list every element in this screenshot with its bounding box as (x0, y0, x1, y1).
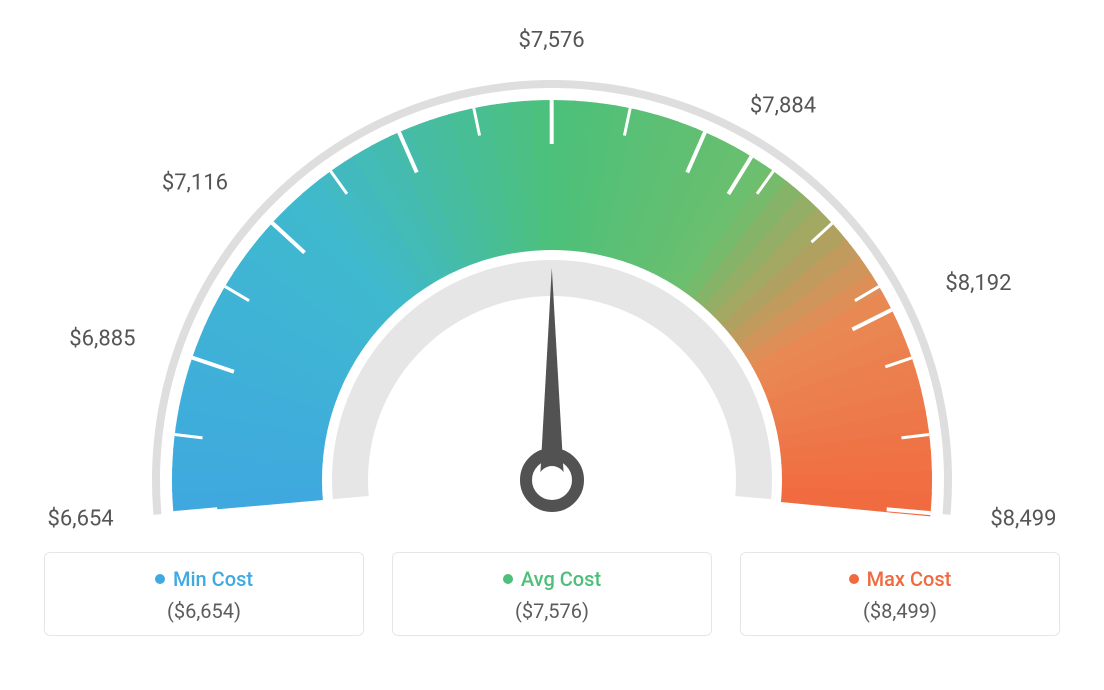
gauge-container: $6,654 $6,885 $7,116 $7,576 $7,884 $8,192 $8,4… (0, 0, 1104, 656)
gauge-tick-label: $7,884 (750, 94, 816, 119)
gauge-tick-label: $7,576 (519, 28, 585, 53)
max-cost-card: Max Cost ($8,499) (740, 552, 1060, 636)
cost-cards: Min Cost ($6,654) Avg Cost ($7,576) Max … (40, 552, 1064, 636)
max-cost-label: Max Cost (849, 567, 952, 591)
avg-dot-icon (503, 574, 513, 584)
gauge-tick-label: $8,192 (945, 271, 1011, 296)
gauge-needle-hub-inner (538, 466, 566, 494)
avg-cost-label: Avg Cost (503, 567, 601, 591)
min-cost-card: Min Cost ($6,654) (44, 552, 364, 636)
min-dot-icon (155, 574, 165, 584)
avg-cost-value: ($7,576) (411, 599, 693, 623)
max-dot-icon (849, 574, 859, 584)
min-cost-label: Min Cost (155, 567, 253, 591)
gauge-tick-label: $7,116 (162, 170, 228, 195)
min-label-text: Min Cost (173, 567, 253, 591)
gauge-tick-label: $8,499 (990, 506, 1056, 531)
gauge-tick-label: $6,654 (48, 506, 114, 531)
max-label-text: Max Cost (867, 567, 952, 591)
gauge-chart: $6,654 $6,885 $7,116 $7,576 $7,884 $8,192 $8,4… (40, 20, 1064, 540)
max-cost-value: ($8,499) (759, 599, 1041, 623)
gauge-tick-label: $6,885 (69, 326, 135, 351)
avg-label-text: Avg Cost (521, 567, 601, 591)
avg-cost-card: Avg Cost ($7,576) (392, 552, 712, 636)
min-cost-value: ($6,654) (63, 599, 345, 623)
